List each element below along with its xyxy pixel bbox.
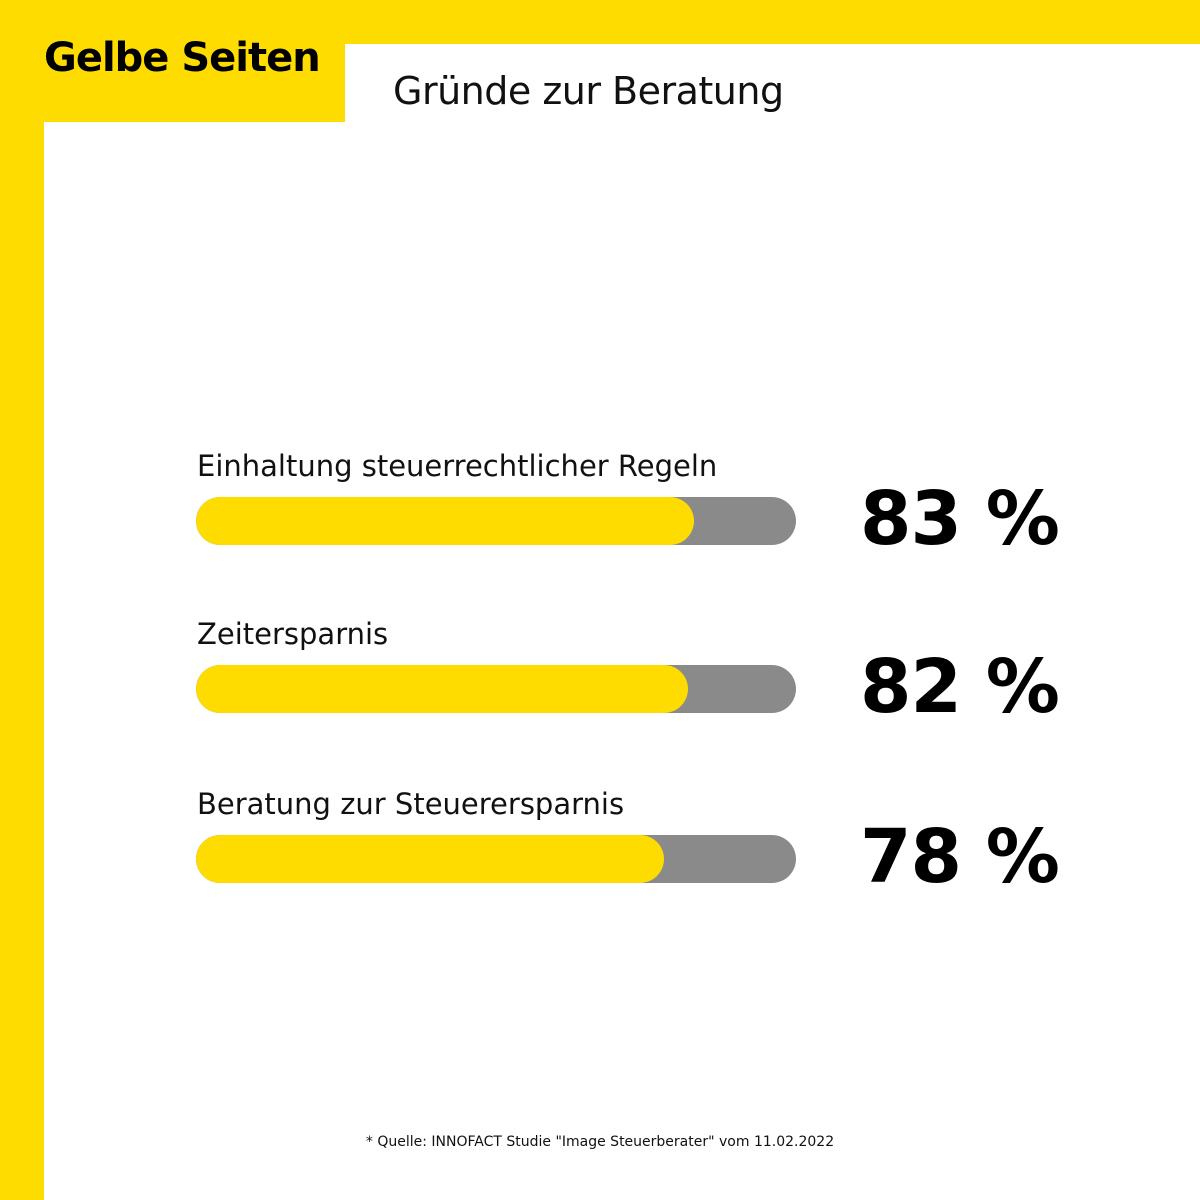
chart-row: Beratung zur Steuerersparnis 78 %: [0, 790, 1200, 910]
bar-track: [196, 497, 796, 545]
chart-row: Einhaltung steuerrechtlicher Regeln 83 %: [0, 452, 1200, 572]
logo-box: Gelbe Seiten: [0, 0, 345, 122]
brand-frame-left: [0, 0, 44, 1200]
bar-track: [196, 835, 796, 883]
value-label: 78 %: [860, 814, 1060, 900]
source-note: * Quelle: INNOFACT Studie "Image Steuerb…: [365, 1134, 835, 1150]
category-label: Beratung zur Steuerersparnis: [197, 787, 625, 821]
bar: [196, 497, 694, 545]
category-label: Zeitersparnis: [197, 617, 389, 651]
value-label: 83 %: [860, 476, 1060, 562]
bar: [196, 835, 664, 883]
category-label: Einhaltung steuerrechtlicher Regeln: [197, 449, 718, 483]
chart-title: Gründe zur Beratung: [393, 69, 784, 113]
bar-track: [196, 665, 796, 713]
bar: [196, 665, 688, 713]
value-label: 82 %: [860, 644, 1060, 730]
chart-row: Zeitersparnis 82 %: [0, 620, 1200, 740]
brand-logo: Gelbe Seiten: [44, 35, 321, 81]
